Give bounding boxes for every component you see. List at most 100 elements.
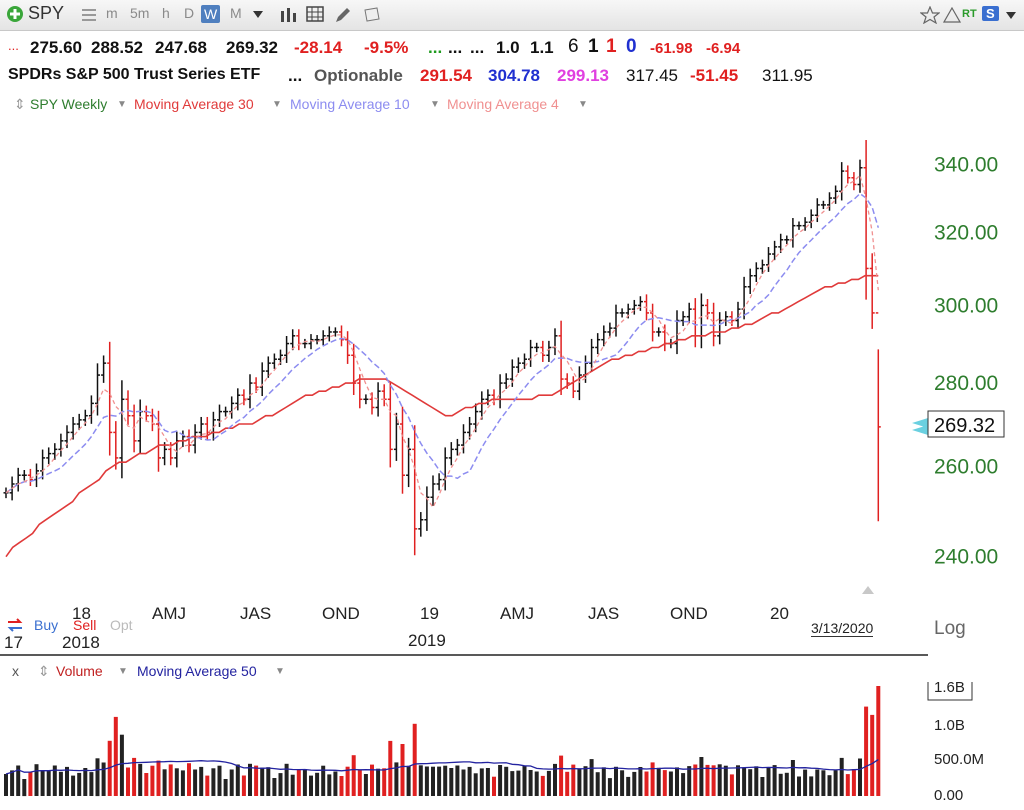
star-icon[interactable] — [920, 6, 940, 24]
note-icon[interactable] — [362, 6, 382, 24]
interval-m-monthly[interactable]: M — [230, 5, 242, 21]
price-bar — [607, 322, 613, 338]
volume-bar — [4, 774, 8, 796]
chevron-down-icon[interactable]: ▼ — [118, 666, 128, 677]
price-bar — [137, 399, 143, 454]
chevron-down-icon[interactable]: ▼ — [272, 99, 282, 110]
volume-bar — [296, 769, 301, 796]
legend-ma10[interactable]: Moving Average 10 — [290, 96, 410, 112]
volume-bar — [675, 767, 679, 796]
price-bar — [601, 325, 607, 347]
realtime-badge[interactable]: RT — [962, 8, 977, 20]
volume-bar — [278, 773, 283, 796]
ma10-line — [5, 192, 880, 494]
opt-button[interactable]: Opt — [110, 617, 133, 633]
volume-bar — [52, 765, 57, 796]
chevron-down-icon[interactable] — [253, 11, 263, 19]
price-bar — [70, 416, 76, 440]
interval-h[interactable]: h — [162, 5, 170, 21]
grid-settings-icon[interactable] — [306, 6, 326, 24]
scroll-up-icon[interactable] — [862, 586, 874, 594]
volume-bar — [229, 769, 234, 796]
volume-bar — [742, 767, 747, 796]
chevron-down-icon[interactable]: ▼ — [117, 99, 127, 110]
legend-ma30[interactable]: Moving Average 30 — [134, 96, 254, 112]
volume-bar — [687, 766, 692, 796]
x-tick-label: JAS — [240, 604, 271, 623]
volume-bar — [589, 759, 594, 796]
volume-bar — [845, 774, 850, 796]
symbol-input[interactable]: SPY — [28, 3, 65, 23]
volume-bar — [839, 757, 844, 796]
volume-bar — [498, 765, 503, 796]
volume-bar — [400, 744, 405, 796]
volume-bar — [248, 763, 252, 796]
volume-bar — [376, 768, 381, 796]
pencil-icon[interactable] — [334, 6, 352, 24]
legend-ma4[interactable]: Moving Average 4 — [447, 96, 559, 112]
sell-button[interactable]: Sell — [73, 617, 97, 633]
bar-chart-icon[interactable] — [280, 7, 298, 23]
volume-bar — [803, 769, 808, 796]
volume-bar — [351, 755, 356, 796]
chevron-down-icon[interactable]: ▼ — [430, 99, 440, 110]
legend-volume-ma50[interactable]: Moving Average 50 — [137, 663, 257, 679]
volume-bar — [534, 771, 539, 796]
volume-bar — [302, 769, 307, 796]
price-bar — [290, 329, 296, 351]
volume-bar — [180, 770, 185, 796]
price-bar — [3, 487, 9, 499]
x-year-label: 2018 — [62, 633, 100, 652]
interval-d[interactable]: D — [184, 5, 195, 21]
price-bar — [454, 438, 460, 456]
price-bar — [40, 449, 46, 480]
volume-bar — [467, 766, 472, 796]
x-tick-label: AMJ — [152, 604, 186, 623]
price-bar — [833, 185, 839, 204]
chevron-down-icon[interactable]: ▼ — [275, 666, 285, 677]
x-tick-label: 18 — [72, 604, 91, 623]
value-5: 1 — [606, 36, 617, 57]
legend-handle-icon[interactable]: ⇕ — [14, 96, 26, 112]
price-bar — [534, 342, 540, 353]
volume-bar — [168, 764, 173, 796]
buy-button[interactable]: Buy — [34, 617, 59, 633]
interval-5m[interactable]: 5m — [130, 5, 150, 21]
price-bar — [692, 298, 698, 348]
log-scale-toggle[interactable]: Log — [934, 618, 966, 639]
price-bar — [613, 304, 619, 337]
x-tick-label: JAS — [588, 604, 619, 623]
volume-bar — [864, 706, 869, 796]
interval-m[interactable]: m — [106, 5, 118, 21]
interval-w[interactable]: W — [201, 5, 221, 23]
price-bar — [784, 235, 790, 245]
volume-bar — [138, 763, 143, 796]
price-bar — [479, 391, 485, 420]
volume-bar — [315, 772, 320, 796]
price-box — [927, 410, 1005, 438]
volume-bar — [424, 766, 429, 796]
legend-handle-icon[interactable]: ⇕ — [38, 663, 50, 679]
price-bar — [363, 394, 369, 405]
buy-sell-icon[interactable] — [4, 616, 26, 634]
list-icon[interactable] — [82, 8, 96, 22]
close-volume-icon[interactable]: x — [12, 663, 19, 679]
quote-prefix: ... — [8, 38, 19, 53]
s-badge[interactable]: S — [982, 6, 999, 21]
change-value: -28.14 — [294, 38, 343, 57]
volume-chart[interactable]: 1.6B 1.0B 500.0M 0.00 — [0, 682, 1024, 810]
chevron-down-icon[interactable]: ▼ — [578, 99, 588, 110]
add-symbol-icon[interactable] — [6, 5, 24, 23]
price-chart[interactable]: 340.00 320.00 300.00 280.00 260.00 240.00 18 A… — [0, 118, 1024, 658]
volume-bar — [711, 765, 716, 796]
legend-volume[interactable]: Volume — [56, 663, 103, 679]
volume-bar — [479, 768, 484, 796]
legend-spy-weekly[interactable]: SPY Weekly — [30, 96, 108, 112]
volume-bar — [638, 767, 643, 796]
volume-bar — [412, 723, 417, 796]
y-tick-label: 260.00 — [934, 456, 998, 479]
volume-bar — [58, 771, 63, 796]
quote-row: ... 275.60 288.52 247.68 269.32 -28.14 -… — [0, 36, 1024, 60]
alert-triangle-icon[interactable] — [943, 7, 961, 23]
chevron-down-icon[interactable] — [1006, 12, 1016, 20]
